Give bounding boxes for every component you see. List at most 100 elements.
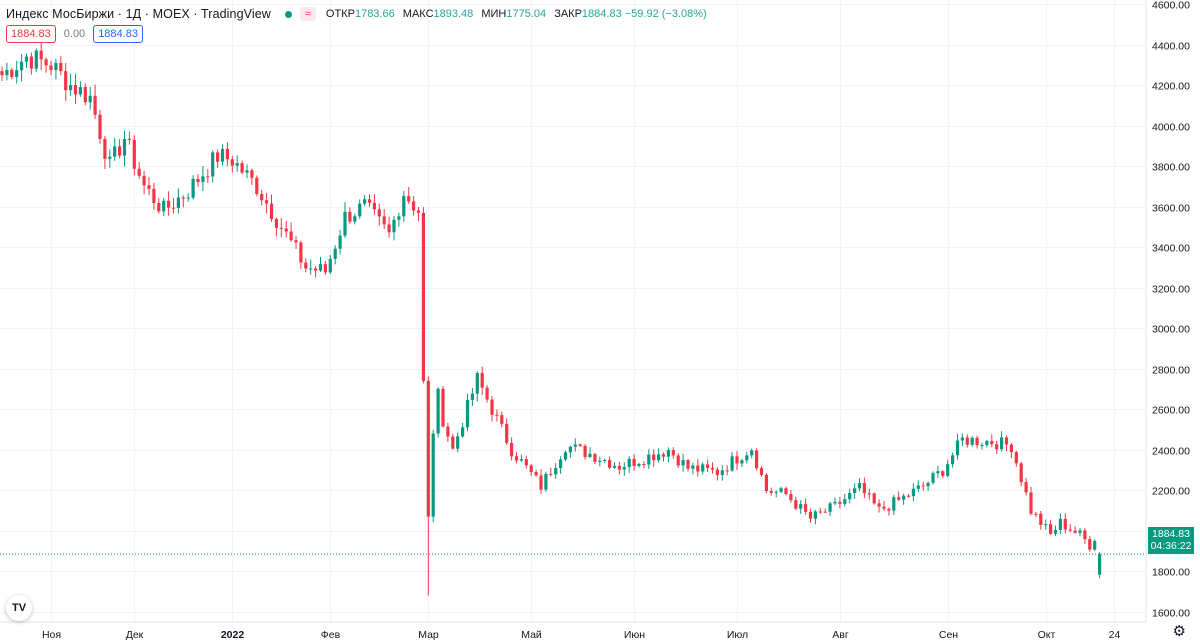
trade-buttons: 1884.83 0.00 1884.83: [6, 25, 143, 43]
candle-body: [916, 485, 920, 489]
candle-body: [980, 445, 984, 447]
candle-body: [637, 463, 641, 466]
candle-body: [328, 258, 332, 273]
candle-body: [1044, 524, 1048, 526]
candle-body: [573, 444, 577, 447]
candle-body: [823, 511, 827, 513]
price-tick-label: 1600.00: [1152, 608, 1190, 620]
candle-body: [926, 482, 930, 487]
gear-icon[interactable]: ⚙: [1172, 623, 1186, 640]
time-tick-label: Ноя: [42, 629, 61, 641]
candle-body: [539, 475, 543, 490]
candle-body: [431, 433, 435, 517]
candle-body: [377, 209, 381, 217]
candle-body: [554, 468, 558, 475]
candle-body: [15, 70, 19, 77]
candle-body: [407, 196, 411, 202]
time-tick-label: Июл: [727, 629, 748, 641]
candle-body: [710, 467, 715, 470]
price-tick-label: 3400.00: [1152, 243, 1190, 255]
candle-body: [1053, 529, 1058, 534]
time-tick-label: 24: [1109, 629, 1121, 641]
bar-countdown: 04:36:22: [1150, 540, 1192, 552]
candles: [0, 41, 1102, 596]
candle-body: [176, 197, 180, 209]
candle-body: [196, 178, 200, 183]
candle-body: [416, 210, 421, 213]
sell-price-button[interactable]: 1884.83: [6, 25, 56, 43]
symbol-legend: Индекс МосБиржи · 1Д · MOEX · TradingVie…: [6, 5, 712, 23]
candle-body: [740, 460, 744, 464]
last-price-label: 1884.83: [1152, 528, 1190, 540]
candle-body: [544, 473, 548, 490]
candle-body: [78, 87, 82, 95]
candle-body: [485, 387, 489, 400]
candle-body: [1093, 540, 1097, 550]
price-tick-label: 4000.00: [1152, 122, 1190, 134]
candle-body: [666, 450, 670, 457]
ohlc-close-key: ЗАКР: [554, 8, 582, 20]
time-tick-label: Авг: [832, 629, 849, 641]
candle-body: [818, 511, 822, 513]
candle-body: [363, 199, 367, 204]
candle-body: [201, 176, 205, 183]
candle-body: [955, 440, 960, 456]
candle-body: [225, 148, 229, 160]
candle-body: [1073, 530, 1077, 533]
candle-body: [1004, 437, 1009, 445]
price-tick-label: 4200.00: [1152, 81, 1190, 93]
candle-body: [764, 474, 768, 492]
price-tick-label: 2800.00: [1152, 365, 1190, 377]
candle-body: [1068, 529, 1072, 531]
symbol-title[interactable]: Индекс МосБиржи · 1Д · MOEX · TradingVie…: [6, 7, 271, 21]
price-tick-label: 3800.00: [1152, 162, 1190, 174]
candle-body: [465, 399, 470, 428]
candle-body: [1083, 530, 1087, 540]
candle-body: [397, 216, 401, 220]
candle-body: [1009, 444, 1013, 453]
candle-body: [113, 146, 117, 157]
candle-body: [59, 63, 63, 72]
candle-body: [20, 61, 24, 71]
tradingview-logo-icon[interactable]: TV: [6, 595, 32, 621]
candle-body: [769, 491, 773, 493]
candle-body: [867, 493, 871, 495]
candle-body: [671, 450, 675, 456]
candle-body: [314, 268, 318, 271]
candle-body: [1049, 524, 1053, 534]
candle-body: [289, 231, 293, 241]
candle-body: [240, 163, 244, 173]
candle-body: [921, 485, 925, 487]
price-tick-label: 2600.00: [1152, 405, 1190, 417]
candle-body: [1058, 518, 1062, 530]
candle-body: [1039, 513, 1043, 525]
last-price-tag: 1884.83 04:36:22: [1148, 527, 1194, 554]
price-tick-label: 2200.00: [1152, 486, 1190, 498]
candle-body: [137, 168, 141, 176]
candle-body: [661, 454, 666, 457]
delayed-data-icon[interactable]: ≈: [299, 7, 316, 21]
candle-body: [392, 219, 396, 233]
candle-body: [88, 95, 92, 103]
candle-body: [843, 499, 847, 504]
candle-body: [681, 460, 685, 466]
candle-body: [412, 201, 416, 211]
candle-body: [367, 199, 372, 203]
candle-body: [519, 459, 523, 461]
candle-body: [902, 495, 906, 500]
candle-body: [911, 488, 915, 497]
candle-body: [794, 500, 798, 509]
market-status-icon[interactable]: [281, 7, 297, 21]
candle-body: [627, 458, 631, 468]
candle-body: [167, 200, 171, 208]
time-axis[interactable]: Ноя Дек 2022 Фев Мар Май Июн Июл Авг Сен Окт 24: [42, 629, 1121, 641]
price-tick-label: 3000.00: [1152, 324, 1190, 336]
candle-body: [372, 202, 376, 210]
buy-price-button[interactable]: 1884.83: [93, 25, 143, 43]
candle-body: [505, 423, 509, 443]
candle-body: [720, 470, 724, 476]
time-tick-label: Мар: [418, 629, 439, 641]
candle-body: [186, 197, 190, 199]
candle-body: [725, 470, 729, 472]
